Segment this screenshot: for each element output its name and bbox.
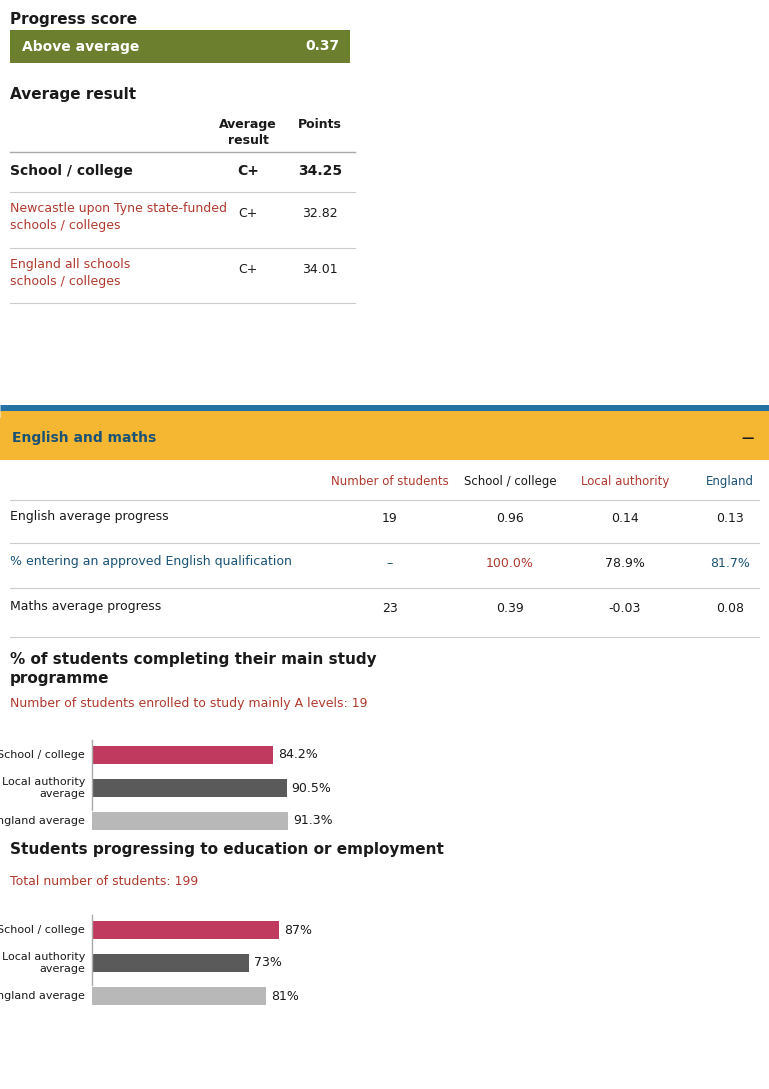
Text: Average
result: Average result bbox=[219, 118, 277, 147]
Text: % entering an approved English qualification: % entering an approved English qualifica… bbox=[10, 555, 292, 568]
FancyBboxPatch shape bbox=[92, 746, 273, 764]
Text: Number of students: Number of students bbox=[331, 475, 449, 488]
Text: 73%: 73% bbox=[254, 956, 281, 969]
Text: C+: C+ bbox=[238, 264, 258, 276]
Text: 19: 19 bbox=[382, 512, 398, 525]
Text: England average: England average bbox=[0, 991, 85, 1001]
Text: School / college: School / college bbox=[0, 925, 85, 935]
Text: C+: C+ bbox=[237, 164, 259, 178]
FancyBboxPatch shape bbox=[92, 954, 249, 972]
Text: –: – bbox=[387, 556, 393, 570]
Text: Local authority
average: Local authority average bbox=[2, 952, 85, 974]
Text: Students progressing to education or employment: Students progressing to education or emp… bbox=[10, 842, 444, 857]
Text: Progress score: Progress score bbox=[10, 12, 137, 27]
Text: 81.7%: 81.7% bbox=[710, 556, 750, 570]
Text: 87%: 87% bbox=[284, 923, 312, 937]
Text: 0.14: 0.14 bbox=[611, 512, 639, 525]
Text: Points: Points bbox=[298, 118, 342, 131]
Text: -0.03: -0.03 bbox=[609, 602, 641, 615]
Text: Above average: Above average bbox=[22, 39, 139, 53]
Text: Number of students enrolled to study mainly A levels: 19: Number of students enrolled to study mai… bbox=[10, 697, 368, 710]
Text: Maths average progress: Maths average progress bbox=[10, 600, 161, 613]
Text: % of students completing their main study
programme: % of students completing their main stud… bbox=[10, 652, 377, 686]
Text: Local authority: Local authority bbox=[581, 475, 669, 488]
Text: 0.37: 0.37 bbox=[306, 39, 340, 53]
Text: Total number of students: 199: Total number of students: 199 bbox=[10, 874, 198, 888]
Text: 78.9%: 78.9% bbox=[605, 556, 645, 570]
Text: School / college: School / college bbox=[10, 164, 133, 178]
Text: 0.96: 0.96 bbox=[496, 512, 524, 525]
Text: School / college: School / college bbox=[0, 750, 85, 760]
FancyBboxPatch shape bbox=[92, 987, 266, 1005]
Text: 32.82: 32.82 bbox=[302, 207, 338, 220]
Text: 0.08: 0.08 bbox=[716, 602, 744, 615]
Text: Newcastle upon Tyne state-funded
schools / colleges: Newcastle upon Tyne state-funded schools… bbox=[10, 201, 227, 232]
Text: English and maths: English and maths bbox=[12, 431, 156, 445]
Text: —: — bbox=[741, 432, 754, 445]
FancyBboxPatch shape bbox=[92, 812, 288, 830]
FancyBboxPatch shape bbox=[92, 779, 287, 797]
FancyBboxPatch shape bbox=[10, 30, 350, 63]
Text: 90.5%: 90.5% bbox=[291, 782, 331, 795]
Text: England average: England average bbox=[0, 816, 85, 825]
Text: 0.39: 0.39 bbox=[496, 602, 524, 615]
Text: 23: 23 bbox=[382, 602, 398, 615]
Text: C+: C+ bbox=[238, 207, 258, 220]
Text: England: England bbox=[706, 475, 754, 488]
Text: 81%: 81% bbox=[271, 990, 299, 1003]
Text: School / college: School / college bbox=[464, 475, 556, 488]
Text: 84.2%: 84.2% bbox=[278, 748, 318, 761]
Text: Average result: Average result bbox=[10, 87, 136, 102]
FancyBboxPatch shape bbox=[0, 418, 769, 460]
FancyBboxPatch shape bbox=[92, 921, 279, 939]
Text: 34.01: 34.01 bbox=[302, 264, 338, 276]
Text: English average progress: English average progress bbox=[10, 510, 168, 523]
Text: Local authority
average: Local authority average bbox=[2, 778, 85, 799]
Text: 0.13: 0.13 bbox=[716, 512, 744, 525]
Text: 91.3%: 91.3% bbox=[293, 815, 333, 828]
Text: England all schools
schools / colleges: England all schools schools / colleges bbox=[10, 258, 130, 287]
Text: 34.25: 34.25 bbox=[298, 164, 342, 178]
Text: 100.0%: 100.0% bbox=[486, 556, 534, 570]
